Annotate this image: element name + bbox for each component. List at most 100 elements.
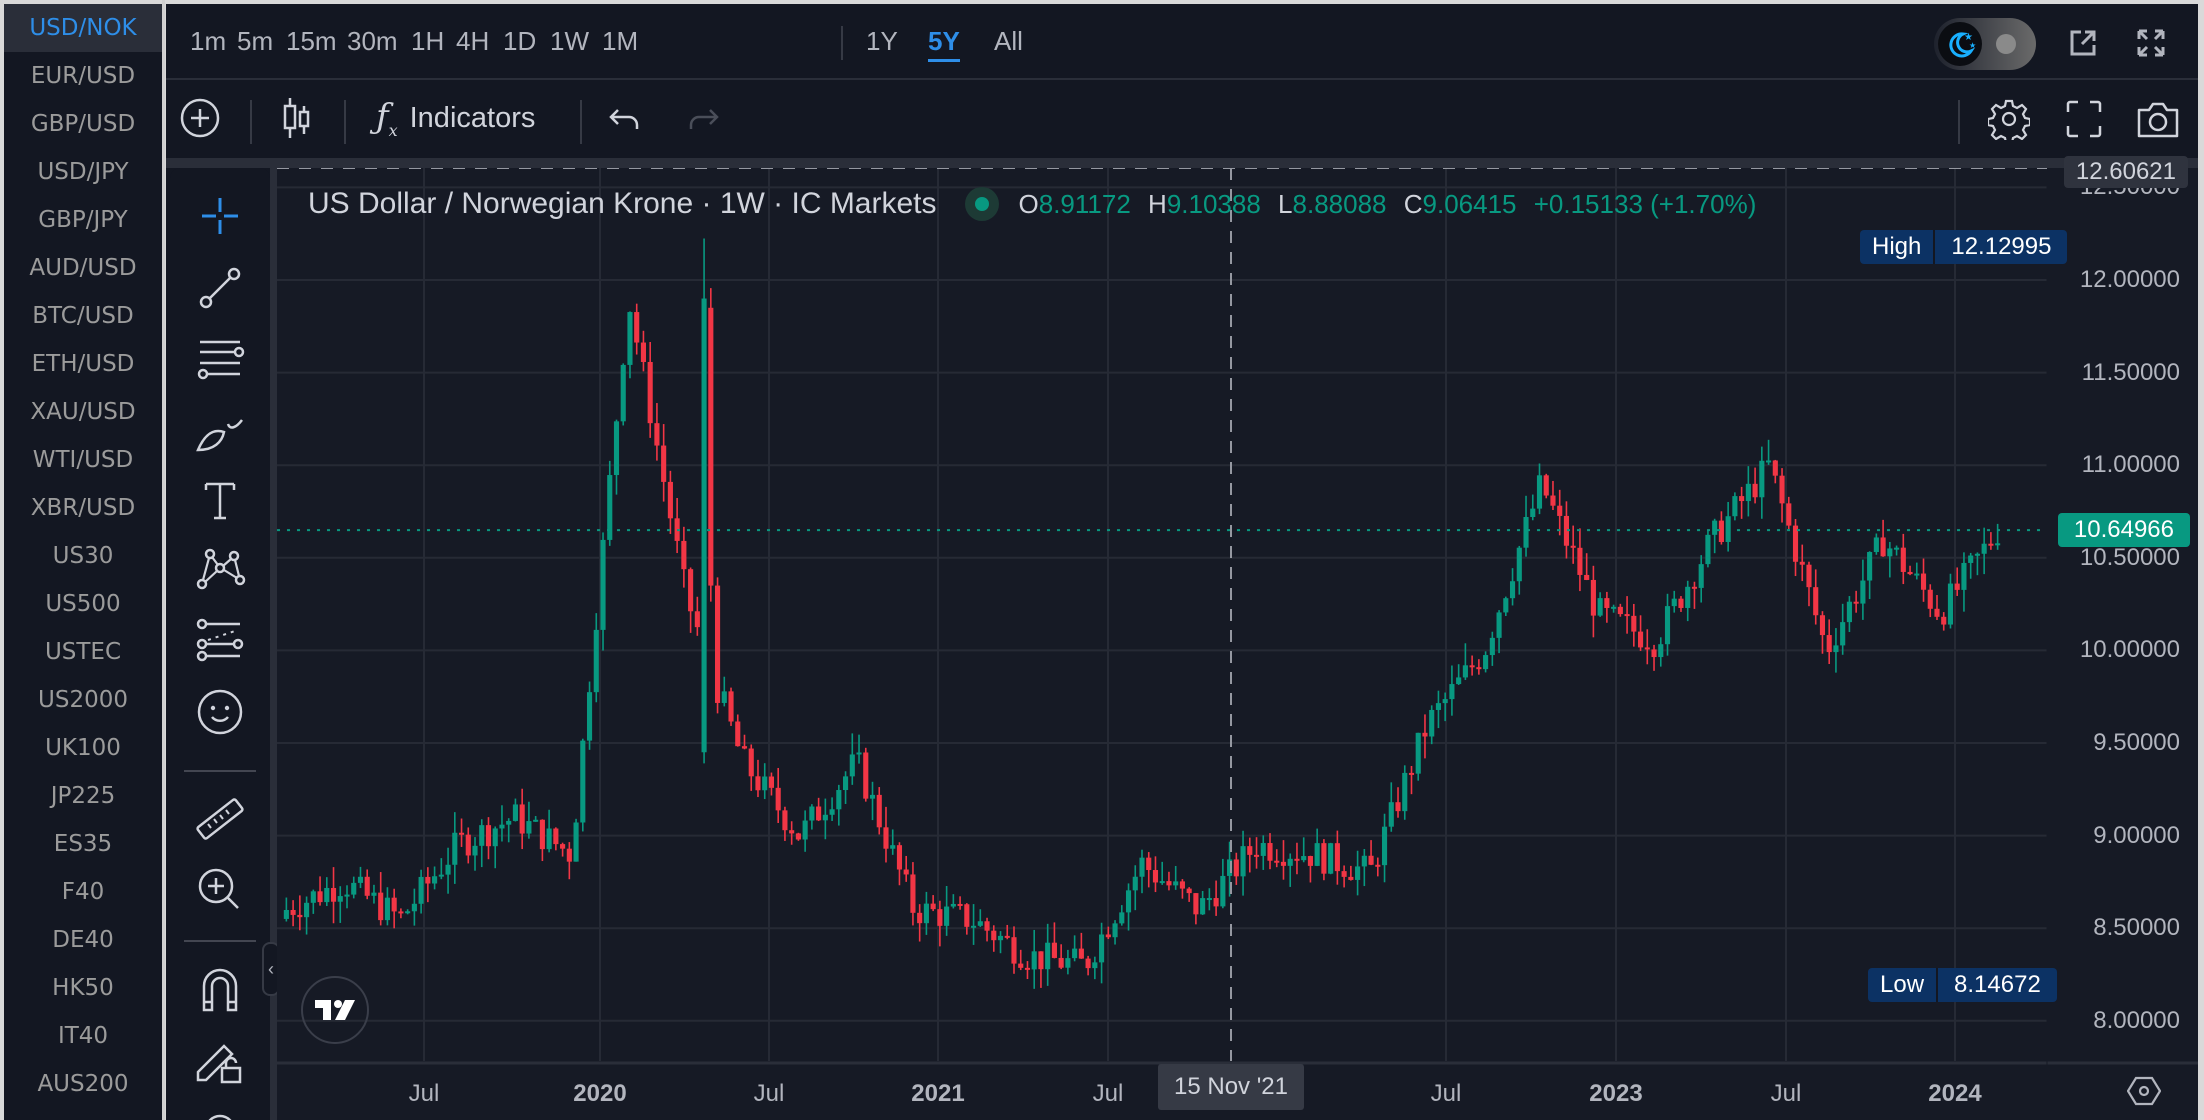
theme-toggle[interactable]: ★ ★ <box>1934 18 2036 70</box>
price-tick: 11.00000 <box>2081 451 2180 479</box>
symbol-item-eurusd[interactable]: EUR/USD <box>30 63 136 89</box>
range-5y[interactable]: 5Y <box>928 26 960 62</box>
chart-pane[interactable]: US Dollar / Norwegian Krone · 1W · IC Ma… <box>277 156 2198 1120</box>
forecast-icon[interactable] <box>192 612 248 668</box>
price-tick: 9.50000 <box>2093 729 2180 756</box>
gear-icon[interactable] <box>1986 98 2032 145</box>
timeframe-5m[interactable]: 5m <box>237 26 274 56</box>
external-link-icon[interactable] <box>2068 28 2098 63</box>
horizontal-lines-icon[interactable] <box>192 330 248 386</box>
tradingview-logo[interactable] <box>301 976 369 1044</box>
range-all[interactable]: All <box>994 26 1023 56</box>
symbol-item-f40[interactable]: F40 <box>61 879 105 905</box>
timeframe-bar: ★ ★ 1m 5m 15m 30m 1H 4H 1D 1W 1M 1Y 5Y All <box>166 4 2198 80</box>
timeframe-1D[interactable]: 1D <box>503 26 537 56</box>
candlestick-chart[interactable] <box>277 168 2198 1120</box>
symbol-item-us2000[interactable]: US2000 <box>38 687 128 713</box>
symbol-item-wtiusd[interactable]: WTI/USD <box>32 447 134 473</box>
brush-icon[interactable] <box>192 402 248 458</box>
axis-settings-icon[interactable] <box>2126 1076 2162 1111</box>
symbol-item-uk100[interactable]: UK100 <box>45 735 121 761</box>
symbol-item-de40[interactable]: DE40 <box>52 927 114 953</box>
symbol-item-ethusd[interactable]: ETH/USD <box>31 351 135 377</box>
symbol-item-gbpjpy[interactable]: GBP/JPY <box>38 207 128 233</box>
timeframe-1M[interactable]: 1M <box>602 26 639 56</box>
add-symbol-button[interactable] <box>180 98 220 143</box>
price-tick: 10.00000 <box>2079 636 2180 664</box>
toolbar-gap <box>166 158 2198 168</box>
symbol-item-ustec[interactable]: USTEC <box>44 639 122 665</box>
price-tick: 11.50000 <box>2081 358 2180 386</box>
toolbar-separator <box>184 770 256 772</box>
eye-icon[interactable] <box>192 1102 248 1120</box>
timeframe-4H[interactable]: 4H <box>456 26 490 56</box>
magnet-icon[interactable] <box>192 962 248 1018</box>
price-tick: 10.50000 <box>2079 543 2180 571</box>
ohlc-values: O8.91172 H9.10388 L8.88088 C9.06415 +0.1… <box>1018 188 1757 219</box>
symbol-item-usdnok[interactable]: USD/NOK <box>4 4 162 52</box>
symbol-item-gbpusd[interactable]: GBP/USD <box>30 111 136 137</box>
trend-line-icon[interactable] <box>192 260 248 316</box>
indicators-button[interactable]: ƒx Indicators <box>376 96 535 140</box>
indicators-label: Indicators <box>409 101 536 134</box>
crosshair-icon[interactable] <box>192 188 248 244</box>
time-tick: 2023 <box>1589 1080 1643 1107</box>
ruler-icon[interactable] <box>192 792 248 848</box>
lock-drawings-icon[interactable] <box>192 1032 248 1088</box>
svg-text:★: ★ <box>1969 41 1976 50</box>
symbol-item-us30[interactable]: US30 <box>52 543 114 569</box>
time-tick: 2020 <box>573 1080 627 1107</box>
emoji-icon[interactable] <box>192 684 248 740</box>
price-tick: 8.50000 <box>2093 914 2180 942</box>
text-icon[interactable] <box>192 472 248 528</box>
symbol-item-es35[interactable]: ES35 <box>53 831 113 857</box>
panel-divider[interactable] <box>162 0 165 1120</box>
timeframe-30m[interactable]: 30m <box>347 26 398 56</box>
chart-toolbar: ƒx Indicators <box>166 80 2198 158</box>
time-tick: Jul <box>408 1080 440 1107</box>
timeframe-1H[interactable]: 1H <box>411 26 445 56</box>
time-tick: 2024 <box>1928 1080 1982 1107</box>
chart-app: ★ ★ 1m 5m 15m 30m 1H 4H 1D 1W 1M 1Y 5Y All ƒx Indica… <box>166 4 2198 1120</box>
toolbar-separator <box>841 26 843 60</box>
drawing-toolbar <box>170 168 270 1120</box>
symbol-item-us500[interactable]: US500 <box>45 591 121 617</box>
symbol-item-aus200[interactable]: AUS200 <box>37 1071 129 1097</box>
undo-button[interactable] <box>608 104 644 139</box>
zoom-in-icon[interactable] <box>192 862 248 918</box>
toolbar-separator <box>580 100 582 144</box>
function-fx-icon: ƒx <box>376 96 398 140</box>
redo-button[interactable] <box>684 104 720 139</box>
candlestick-icon[interactable] <box>282 96 312 145</box>
price-tick: 9.00000 <box>2093 821 2180 849</box>
moon-icon: ★ ★ <box>1938 22 1982 66</box>
symbol-item-xbrusd[interactable]: XBR/USD <box>30 495 136 521</box>
expand-arrows-icon[interactable] <box>2136 28 2166 63</box>
symbol-item-usdjpy[interactable]: USD/JPY <box>37 159 129 185</box>
market-status-icon[interactable] <box>964 187 999 221</box>
symbol-item-audusd[interactable]: AUD/USD <box>29 255 137 281</box>
symbol-item-jp225[interactable]: JP225 <box>50 783 116 809</box>
symbol-item-hk50[interactable]: HK50 <box>52 975 114 1001</box>
crosshair-date-label: 15 Nov '21 <box>1158 1064 1304 1110</box>
toolbar-separator <box>344 100 346 144</box>
timeframe-1m[interactable]: 1m <box>190 26 227 56</box>
chart-legend: US Dollar / Norwegian Krone · 1W · IC Ma… <box>308 184 1756 224</box>
timeframe-15m[interactable]: 15m <box>286 26 337 56</box>
symbol-item-xauusd[interactable]: XAU/USD <box>30 399 136 425</box>
range-1y[interactable]: 1Y <box>866 26 898 56</box>
low-label: Low <box>1868 967 1939 1002</box>
drawing-toolbar-gutter: ‹ <box>262 168 280 1120</box>
symbol-list: USD/NOK EUR/USD GBP/USD USD/JPY GBP/JPY AUD/U… <box>4 4 162 1120</box>
svg-text:★: ★ <box>1964 32 1973 43</box>
time-tick: Jul <box>753 1080 785 1107</box>
time-tick: Jul <box>1430 1080 1462 1107</box>
symbol-item-btcusd[interactable]: BTC/USD <box>32 303 134 329</box>
low-value: 8.14672 <box>1938 967 2057 1002</box>
symbol-item-it40[interactable]: IT40 <box>57 1023 109 1049</box>
toolbar-separator <box>184 940 256 942</box>
timeframe-1W[interactable]: 1W <box>550 26 589 56</box>
pattern-icon[interactable] <box>192 542 248 598</box>
camera-icon[interactable] <box>2136 100 2180 143</box>
fullscreen-corners-icon[interactable] <box>2066 100 2102 143</box>
